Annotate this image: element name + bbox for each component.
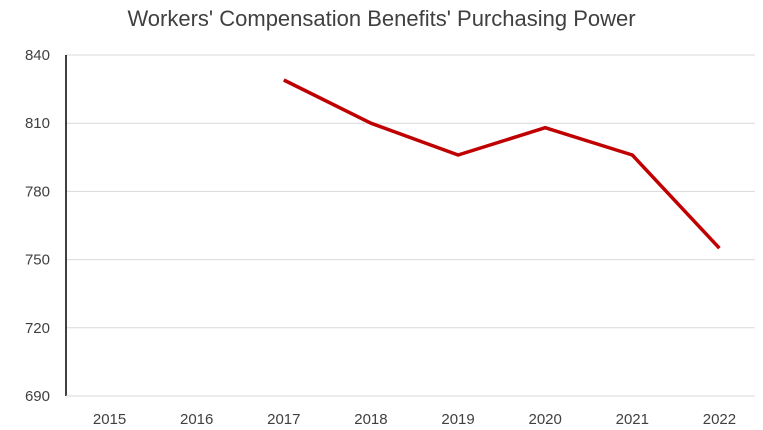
x-tick-label: 2019 <box>441 411 474 428</box>
y-tick-label: 720 <box>25 320 50 337</box>
x-tick-label: 2018 <box>354 411 387 428</box>
x-tick-label: 2015 <box>93 411 126 428</box>
series-line-0 <box>283 78 721 250</box>
x-tick-labels: 2015 2016 2017 2018 2019 2020 2021 2022 <box>93 411 736 428</box>
x-tick-label: 2021 <box>616 411 649 428</box>
x-tick-label: 2016 <box>180 411 213 428</box>
y-tick-label: 690 <box>25 388 50 405</box>
chart-title: Workers' Compensation Benefits' Purchasi… <box>127 6 636 31</box>
y-tick-label: 780 <box>25 183 50 200</box>
y-tick-label: 750 <box>25 252 50 269</box>
y-tick-label: 840 <box>25 47 50 64</box>
series-layer <box>283 78 721 250</box>
x-tick-label: 2022 <box>703 411 736 428</box>
x-tick-label: 2017 <box>267 411 300 428</box>
x-tick-label: 2020 <box>529 411 562 428</box>
axes <box>65 55 755 397</box>
gridlines <box>66 54 755 329</box>
y-tick-labels: 690 720 750 780 810 840 <box>25 47 50 405</box>
y-tick-label: 810 <box>25 115 50 132</box>
